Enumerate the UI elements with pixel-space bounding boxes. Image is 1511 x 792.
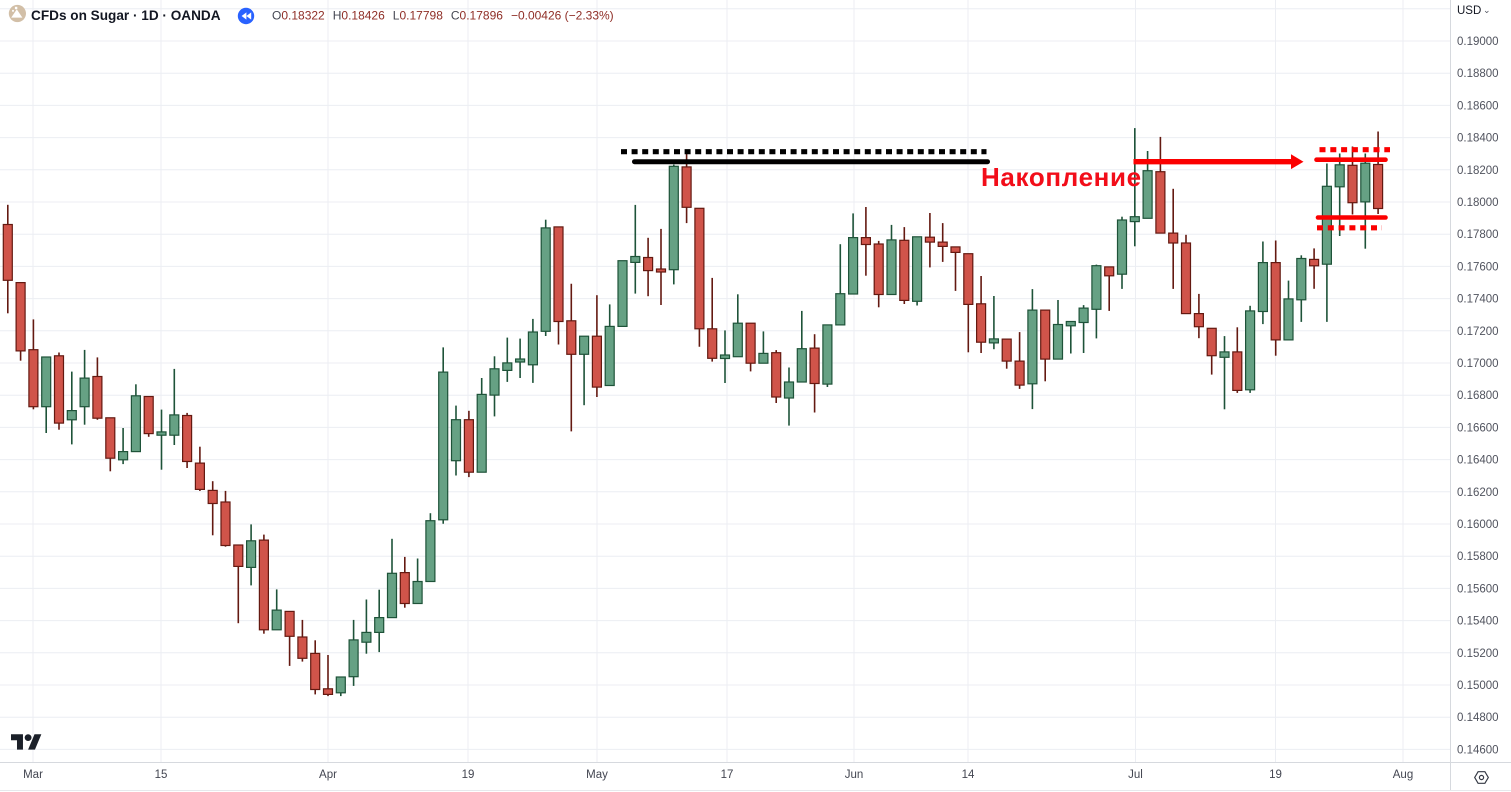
svg-text:0.16600: 0.16600 <box>1457 422 1499 434</box>
svg-text:0.17800: 0.17800 <box>1457 229 1499 241</box>
svg-text:Jun: Jun <box>845 769 864 781</box>
svg-text:0.19000: 0.19000 <box>1457 36 1499 48</box>
svg-text:15: 15 <box>155 769 168 781</box>
svg-text:Накопление: Накопление <box>981 162 1142 192</box>
svg-text:0.15600: 0.15600 <box>1457 583 1499 595</box>
svg-text:0.18400: 0.18400 <box>1457 133 1499 145</box>
svg-text:Aug: Aug <box>1393 769 1413 781</box>
svg-text:0.16800: 0.16800 <box>1457 390 1499 402</box>
svg-text:0.18000: 0.18000 <box>1457 197 1499 209</box>
svg-text:0.17200: 0.17200 <box>1457 326 1499 338</box>
svg-text:CFDs on Sugar · 1D · OANDA: CFDs on Sugar · 1D · OANDA <box>31 8 221 23</box>
svg-text:19: 19 <box>462 769 475 781</box>
svg-text:0.16400: 0.16400 <box>1457 455 1499 467</box>
svg-text:14: 14 <box>962 769 975 781</box>
svg-text:0.17600: 0.17600 <box>1457 261 1499 273</box>
svg-text:0.16000: 0.16000 <box>1457 519 1499 531</box>
svg-text:May: May <box>586 769 608 781</box>
svg-text:0.17000: 0.17000 <box>1457 358 1499 370</box>
svg-text:Apr: Apr <box>319 769 337 781</box>
svg-text:Jul: Jul <box>1128 769 1143 781</box>
svg-text:0.18600: 0.18600 <box>1457 100 1499 112</box>
svg-text:0.15000: 0.15000 <box>1457 680 1499 692</box>
svg-text:0.16200: 0.16200 <box>1457 487 1499 499</box>
svg-text:USD: USD <box>1457 5 1481 17</box>
svg-text:0.15800: 0.15800 <box>1457 551 1499 563</box>
svg-text:0.15200: 0.15200 <box>1457 648 1499 660</box>
svg-text:Mar: Mar <box>23 769 43 781</box>
svg-text:17: 17 <box>721 769 734 781</box>
svg-text:⌄: ⌄ <box>1483 5 1491 15</box>
svg-text:0.18800: 0.18800 <box>1457 68 1499 80</box>
svg-text:0.17400: 0.17400 <box>1457 294 1499 306</box>
svg-text:0.18200: 0.18200 <box>1457 165 1499 177</box>
svg-text:19: 19 <box>1269 769 1282 781</box>
svg-text:0.14800: 0.14800 <box>1457 712 1499 724</box>
svg-text:0.15400: 0.15400 <box>1457 616 1499 628</box>
svg-text:0.14600: 0.14600 <box>1457 744 1499 756</box>
